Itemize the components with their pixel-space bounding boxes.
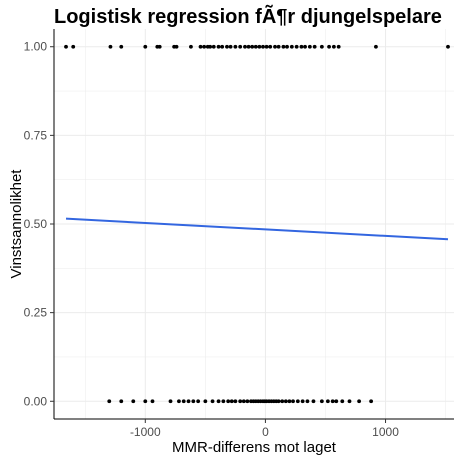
data-point [191,399,195,403]
data-point [229,45,233,49]
data-point [285,45,289,49]
x-tick-label: 0 [262,425,269,439]
data-point [295,45,299,49]
data-point [182,399,186,403]
data-point [308,45,312,49]
data-point [71,45,75,49]
y-axis-label: Vinstsannolikhet [8,169,25,279]
data-point [296,399,300,403]
data-point [242,399,246,403]
data-point [247,45,251,49]
data-point [238,399,242,403]
data-point [313,45,317,49]
y-tick-label: 0.75 [24,128,48,142]
data-point [300,45,304,49]
data-point [337,45,341,49]
data-point [217,399,221,403]
data-point [446,45,450,49]
data-point [177,399,181,403]
data-point [175,45,179,49]
data-point [238,45,242,49]
data-point [211,399,215,403]
data-point [233,45,237,49]
data-point [199,45,203,49]
data-point [254,45,258,49]
x-ticks: -1000 0 1000 [130,419,399,439]
data-point [233,399,237,403]
data-point [131,399,135,403]
data-point [250,45,254,49]
data-point [334,399,338,403]
data-point [203,399,207,403]
data-point [301,399,305,403]
data-point [261,45,265,49]
y-tick-label: 0.25 [24,306,48,320]
data-point [64,45,68,49]
data-point [290,45,294,49]
x-axis-label: MMR-differens mot laget [172,439,337,456]
data-point [277,45,281,49]
data-point [280,399,284,403]
data-point [107,399,111,403]
data-point [169,399,173,403]
data-point [340,399,344,403]
data-point [273,45,277,49]
data-point [143,399,147,403]
data-point [158,45,162,49]
data-point [196,399,200,403]
data-point [327,45,331,49]
y-ticks: 0.00 0.25 0.50 0.75 1.00 [24,40,54,409]
x-tick-label: -1000 [130,425,161,439]
data-point [348,399,352,403]
data-point [326,399,330,403]
data-point [369,399,373,403]
data-point [303,45,307,49]
data-point [265,45,269,49]
data-point [306,399,310,403]
y-tick-label: 0.50 [24,217,48,231]
y-tick-label: 0.00 [24,394,48,408]
data-point [220,45,224,49]
x-tick-label: 1000 [372,425,399,439]
data-point [217,45,221,49]
data-point [212,45,216,49]
data-point [143,45,147,49]
data-point [288,399,292,403]
data-point [109,45,113,49]
data-point [208,45,212,49]
data-point [225,45,229,49]
data-point [357,399,361,403]
data-point [119,399,123,403]
data-point [245,399,249,403]
data-point [189,45,193,49]
data-point [119,45,123,49]
data-point [243,45,247,49]
data-point [320,399,324,403]
data-point [221,399,225,403]
data-point [258,45,262,49]
y-tick-label: 1.00 [24,40,48,54]
data-point [277,399,281,403]
data-point [374,45,378,49]
data-point [291,399,295,403]
data-point [320,45,324,49]
data-point [268,45,272,49]
data-point [202,45,206,49]
data-point [332,45,336,49]
data-point [187,399,191,403]
data-point [230,399,234,403]
data-point [331,399,335,403]
data-point [151,399,155,403]
chart-title: Logistisk regression fÃ¶r djungelspelare [54,5,442,28]
data-point [312,399,316,403]
data-point [226,399,230,403]
data-point [284,399,288,403]
data-point [282,45,286,49]
